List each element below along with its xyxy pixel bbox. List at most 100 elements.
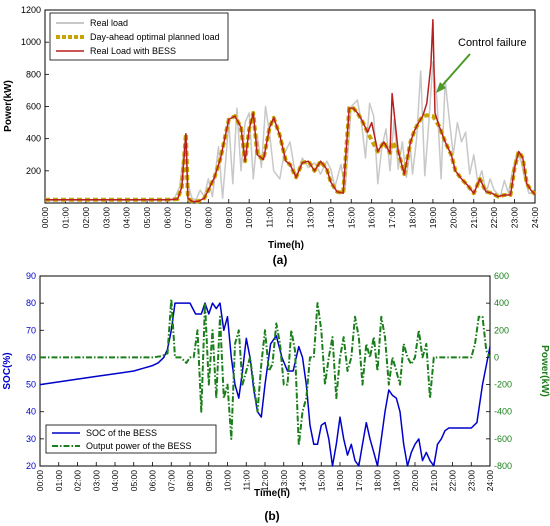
y-axis-label-b: SOC(%) bbox=[2, 352, 13, 389]
x-tick-label: 07:00 bbox=[166, 470, 176, 492]
y-tick-label: 90 bbox=[26, 271, 36, 281]
x-tick-label: 12:00 bbox=[285, 207, 295, 229]
y-tick-label: 20 bbox=[26, 461, 36, 471]
x-tick-label: 11:00 bbox=[241, 470, 251, 491]
y2-tick-label: -600 bbox=[494, 434, 512, 444]
annotation-control-failure: Control failure bbox=[458, 37, 526, 49]
series-line-real-load bbox=[44, 60, 535, 202]
y-tick-label: 30 bbox=[26, 434, 36, 444]
y-tick-label: 70 bbox=[26, 325, 36, 335]
x-tick-label: 14:00 bbox=[326, 207, 336, 229]
x-tick-label: 21:00 bbox=[429, 470, 439, 492]
x-axis-label-a: Time(h) bbox=[268, 240, 304, 251]
x-tick-label: 00:00 bbox=[35, 470, 45, 492]
x-tick-label: 17:00 bbox=[354, 470, 364, 492]
series-line-soc-of-the-bess bbox=[39, 302, 491, 467]
x-tick-label: 04:00 bbox=[122, 207, 132, 229]
x-tick-label: 03:00 bbox=[91, 470, 101, 492]
x-tick-label: 16:00 bbox=[367, 207, 377, 229]
legend-box-a bbox=[49, 12, 229, 61]
x-tick-label: 22:00 bbox=[448, 470, 458, 492]
y-tick-label: 400 bbox=[26, 134, 41, 144]
x-tick-label: 05:00 bbox=[129, 470, 139, 492]
y2-tick-label: 600 bbox=[494, 271, 509, 281]
panel-label-a: (a) bbox=[273, 253, 288, 267]
annotation-arrow bbox=[439, 53, 471, 89]
y2-tick-label: 200 bbox=[494, 325, 509, 335]
legend-label-real-load: Real load bbox=[90, 18, 128, 28]
legend-b: SOC of the BESS Output power of the BESS bbox=[45, 424, 217, 454]
x-tick-label: 11:00 bbox=[265, 207, 275, 228]
x-tick-label: 23:00 bbox=[466, 470, 476, 492]
legend-box-b bbox=[45, 424, 217, 454]
x-tick-label: 06:00 bbox=[163, 207, 173, 229]
series-line-output-power-of-the-bess bbox=[40, 298, 491, 447]
y-tick-label: 40 bbox=[26, 407, 36, 417]
legend-label-real-load-bess: Real Load with BESS bbox=[90, 46, 176, 56]
x-tick-label: 05:00 bbox=[142, 207, 152, 229]
x-tick-label: 08:00 bbox=[203, 207, 213, 229]
series-group-b bbox=[39, 298, 491, 467]
x-tick-label: 02:00 bbox=[73, 470, 83, 492]
x-tick-label: 12:00 bbox=[260, 470, 270, 492]
y-axis-a: 200 400 600 800 1000 1200 bbox=[21, 5, 49, 176]
x-tick-label: 20:00 bbox=[448, 207, 458, 229]
x-tick-label: 24:00 bbox=[485, 470, 495, 492]
x-tick-label: 24:00 bbox=[530, 207, 540, 229]
x-tick-label: 04:00 bbox=[110, 470, 120, 492]
y2-axis-label-b: Power(kW) bbox=[539, 345, 550, 397]
y-tick-label: 200 bbox=[26, 166, 41, 176]
x-axis-label-b: Time(h) bbox=[254, 488, 290, 499]
y2-tick-label: -200 bbox=[494, 380, 512, 390]
x-tick-label: 13:00 bbox=[279, 470, 289, 492]
y-tick-label: 1000 bbox=[21, 37, 41, 47]
x-tick-label: 19:00 bbox=[391, 470, 401, 492]
series-line-real-load-with-bess bbox=[45, 18, 536, 203]
series-group-a bbox=[44, 18, 537, 204]
y-tick-label: 60 bbox=[26, 352, 36, 362]
x-tick-label: 22:00 bbox=[489, 207, 499, 229]
x-tick-label: 18:00 bbox=[408, 207, 418, 229]
y2-tick-label: -800 bbox=[494, 461, 512, 471]
x-tick-label: 20:00 bbox=[410, 470, 420, 492]
y2-tick-label: 400 bbox=[494, 298, 509, 308]
x-tick-label: 00:00 bbox=[40, 207, 50, 229]
y-tick-label: 1200 bbox=[21, 5, 41, 15]
legend-label-output-power: Output power of the BESS bbox=[86, 441, 192, 451]
y-axis-right-b: -800 -600 -400 -200 0 200 400 600 bbox=[486, 271, 512, 471]
legend-a: Real load Day-ahead optimal planned load… bbox=[49, 12, 229, 61]
x-tick-label: 21:00 bbox=[469, 207, 479, 229]
x-tick-label: 06:00 bbox=[148, 470, 158, 492]
panel-label-b: (b) bbox=[264, 509, 279, 523]
x-tick-label: 07:00 bbox=[183, 207, 193, 229]
x-tick-label: 10:00 bbox=[244, 207, 254, 229]
x-tick-label: 17:00 bbox=[387, 207, 397, 229]
x-tick-label: 15:00 bbox=[316, 470, 326, 492]
x-tick-label: 01:00 bbox=[54, 470, 64, 492]
chart-panel-b: 20 30 40 50 60 70 80 90 -800 -600 -400 -200 0 200 400… bbox=[2, 271, 550, 523]
x-tick-label: 03:00 bbox=[101, 207, 111, 229]
x-tick-label: 02:00 bbox=[81, 207, 91, 229]
y-axis-left-b: 20 30 40 50 60 70 80 90 bbox=[26, 271, 44, 471]
x-tick-label: 01:00 bbox=[60, 207, 70, 229]
x-tick-label: 19:00 bbox=[428, 207, 438, 229]
y-tick-label: 50 bbox=[26, 380, 36, 390]
x-tick-label: 23:00 bbox=[510, 207, 520, 229]
x-tick-label: 10:00 bbox=[223, 470, 233, 492]
x-tick-label: 16:00 bbox=[335, 470, 345, 492]
chart-panel-a: 200 400 600 800 1000 1200 00:00 01:00 02:00 03:0… bbox=[3, 5, 540, 267]
y-tick-label: 80 bbox=[26, 298, 36, 308]
x-tick-label: 09:00 bbox=[224, 207, 234, 229]
y2-tick-label: -400 bbox=[494, 407, 512, 417]
y-tick-label: 800 bbox=[26, 69, 41, 79]
x-tick-label: 14:00 bbox=[298, 470, 308, 492]
x-tick-label: 13:00 bbox=[305, 207, 315, 229]
legend-label-planned-load: Day-ahead optimal planned load bbox=[90, 32, 220, 42]
x-tick-label: 09:00 bbox=[204, 470, 214, 492]
y-axis-label-a: Power(kW) bbox=[3, 80, 14, 132]
y2-tick-label: 0 bbox=[494, 352, 499, 362]
x-tick-label: 15:00 bbox=[346, 207, 356, 229]
legend-label-soc: SOC of the BESS bbox=[86, 428, 157, 438]
x-tick-label: 08:00 bbox=[185, 470, 195, 492]
